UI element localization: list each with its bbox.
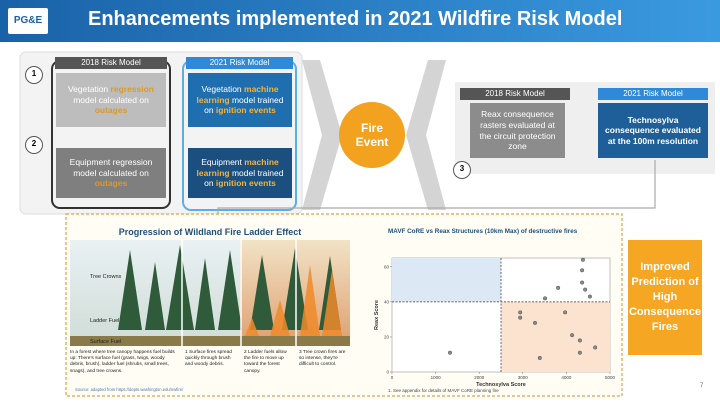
box-text-part: model calculated on	[73, 94, 149, 105]
ladder-source: Source: adapted from https://depts.washi…	[75, 387, 184, 392]
box-text-part: model trained on	[204, 167, 284, 189]
old-model-box: Equipment regression model calculated on…	[56, 148, 166, 198]
scatter-point	[518, 315, 523, 320]
scatter-point	[563, 310, 568, 315]
logo: PG&E	[13, 15, 43, 26]
title: Enhancements implemented in 2021 Wildfir…	[88, 8, 623, 30]
ladder-caption: 2 Ladder fuels allow the fire to move up…	[244, 350, 287, 374]
x-tick-label: 0	[391, 375, 394, 380]
scatter-point	[580, 257, 585, 262]
x-tick-label: 2000	[474, 375, 485, 380]
highlight-text: regression	[110, 84, 154, 95]
scatter-point	[533, 320, 538, 325]
new-model-box: Equipment machine learning model trained…	[188, 148, 292, 198]
scatter-point	[583, 287, 588, 292]
highlight-text: outages	[94, 178, 128, 189]
y-tick-label: 0	[386, 370, 389, 375]
new-consequence-box: Technosylva consequence evaluated at the…	[598, 103, 708, 158]
step-number: 1	[31, 69, 37, 78]
step-circle	[25, 66, 43, 84]
step-number: 3	[459, 164, 465, 173]
y-tick-label: 60	[384, 264, 390, 269]
y-axis-label: Reax Score	[374, 300, 380, 330]
quadrant-high-reax	[392, 258, 501, 302]
layer-label: Ladder Fuel	[90, 318, 120, 324]
scatter-point	[580, 280, 585, 285]
fire-event-circle	[339, 102, 405, 168]
ladder-title: Progression of Wildland Fire Ladder Effe…	[118, 227, 302, 237]
ground	[70, 336, 350, 346]
step-circle	[25, 136, 43, 154]
box-text: Vegetation regression model calculated o…	[60, 84, 162, 116]
box-text: Equipment regression model calculated on…	[60, 157, 162, 189]
box-text: Equipment machine learning model trained…	[192, 157, 288, 189]
arrow-right	[302, 60, 342, 210]
box-text: Vegetation machine learning model traine…	[192, 84, 288, 116]
new-model-box: Vegetation machine learning model traine…	[188, 73, 292, 127]
logo-bg	[8, 8, 48, 34]
scatter-point	[543, 296, 548, 301]
y-tick-label: 20	[384, 334, 390, 339]
x-tick-label: 1000	[431, 375, 442, 380]
x-tick-label: 4000	[561, 375, 572, 380]
quadrant-high-technosylva	[501, 301, 610, 372]
x-axis-label: Technosylva Score	[476, 382, 526, 388]
ladder-caption: 1 Surface fires spread quickly through b…	[185, 350, 232, 368]
scatter-point	[577, 338, 582, 343]
step-circle	[453, 161, 471, 179]
footnote: 1. See appendix for details of MAVF CoRE…	[388, 388, 499, 393]
highlight-text: outages	[94, 105, 128, 116]
scatter-title: MAVF CoRE vs Reax Structures (10km Max) …	[388, 228, 578, 235]
ladder-illustration	[70, 240, 350, 346]
scatter-point	[556, 285, 561, 290]
page-number: 7	[700, 383, 704, 389]
ladder-caption: In a forest where tree canopy happens fu…	[70, 350, 175, 374]
layer-label: Tree Crowns	[90, 274, 122, 280]
scatter-point	[593, 345, 598, 350]
box-text-part: Equipment	[201, 157, 245, 168]
box-text-part: model trained on	[204, 94, 284, 116]
callout-text: Improved Prediction of High Consequence …	[628, 261, 702, 333]
scatter-point	[580, 268, 585, 273]
column-header: 2018 Risk Model	[55, 57, 167, 69]
highlight-text: machine learning	[196, 157, 279, 178]
step-circles	[25, 66, 471, 179]
ladder-caption: 3 Tree crown fires are so intense, they'…	[299, 350, 346, 368]
highlight-text: ignition events	[215, 105, 276, 116]
fire-event-label: Fire Event	[355, 121, 389, 150]
scatter-point	[587, 294, 592, 299]
old-model-box: Vegetation regression model calculated o…	[56, 73, 166, 127]
step-number: 2	[31, 139, 37, 148]
scatter-point	[577, 350, 582, 355]
scatter-point	[518, 310, 523, 315]
x-tick-label: 5000	[605, 375, 616, 380]
box-text-part: Vegetation	[67, 84, 111, 95]
highlight-text: machine learning	[196, 84, 279, 105]
column-header: 2018 Risk Model	[460, 88, 570, 100]
scatter-point	[447, 350, 452, 355]
column-header: 2021 Risk Model	[598, 88, 708, 100]
highlight-text: ignition events	[215, 178, 276, 189]
y-tick-label: 40	[384, 299, 390, 304]
scatter-point	[570, 333, 575, 338]
header-bar	[0, 0, 720, 42]
box-text-part: Vegetation	[201, 84, 245, 95]
arrow-left	[406, 60, 446, 210]
x-tick-label: 3000	[518, 375, 529, 380]
old-consequence-box: Reax consequence rasters evaluated at th…	[470, 103, 565, 158]
column-header: 2021 Risk Model	[186, 57, 293, 69]
scatter-chart: 0 20 40 60 0 1000 2000 3000 4000 5000 Technosylva …	[374, 257, 616, 388]
scatter-point	[537, 355, 542, 360]
box-text-part: Equipment regression model calculated on	[69, 157, 153, 178]
callout-box	[628, 240, 702, 355]
layer-label: Surface Fuel	[90, 339, 122, 345]
